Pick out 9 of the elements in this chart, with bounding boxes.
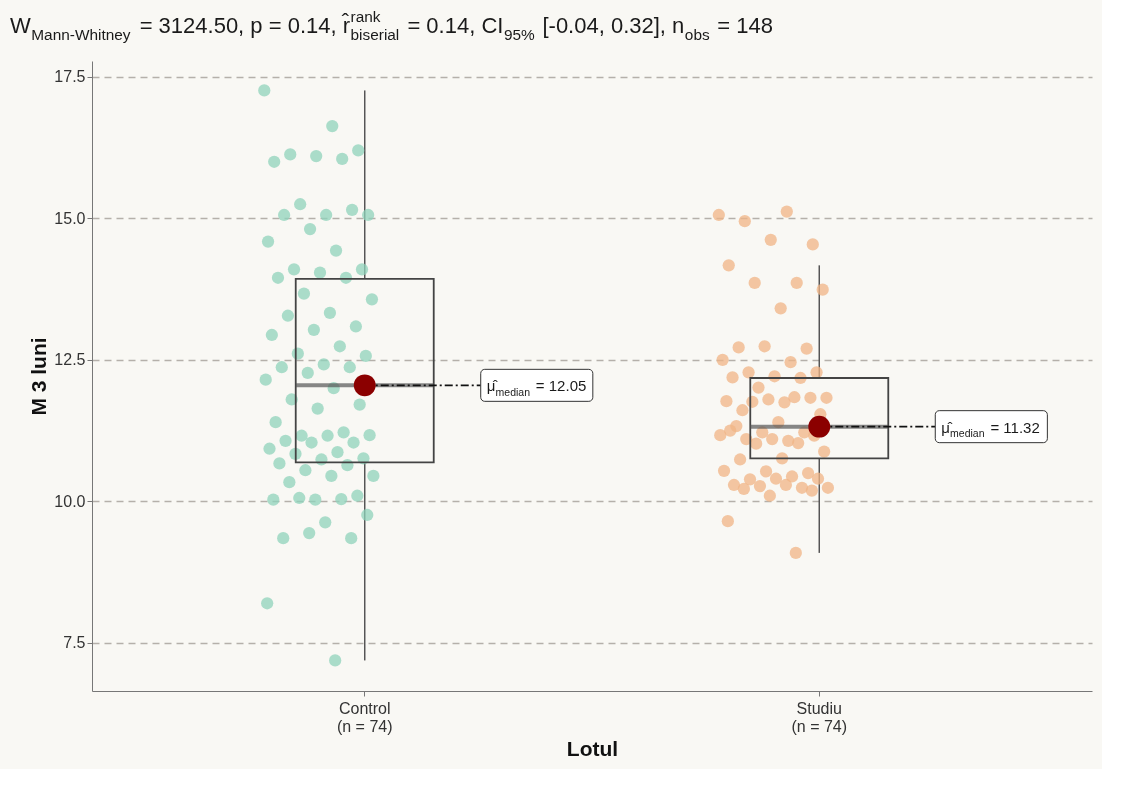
y-tick-label: 7.5 [63,634,86,652]
x-axis-title: Lotul [566,736,619,760]
y-axis-title: M 3 luni [27,337,51,416]
y-tick-label: 12.5 [54,351,86,369]
x-tick-label: Studiu (n = 74) [791,699,848,735]
y-tick-label: 10.0 [54,492,86,510]
y-tick-label: 15.0 [54,209,86,227]
x-tick-label: Control (n = 74) [336,699,393,735]
y-tick-label: 17.5 [54,68,86,86]
